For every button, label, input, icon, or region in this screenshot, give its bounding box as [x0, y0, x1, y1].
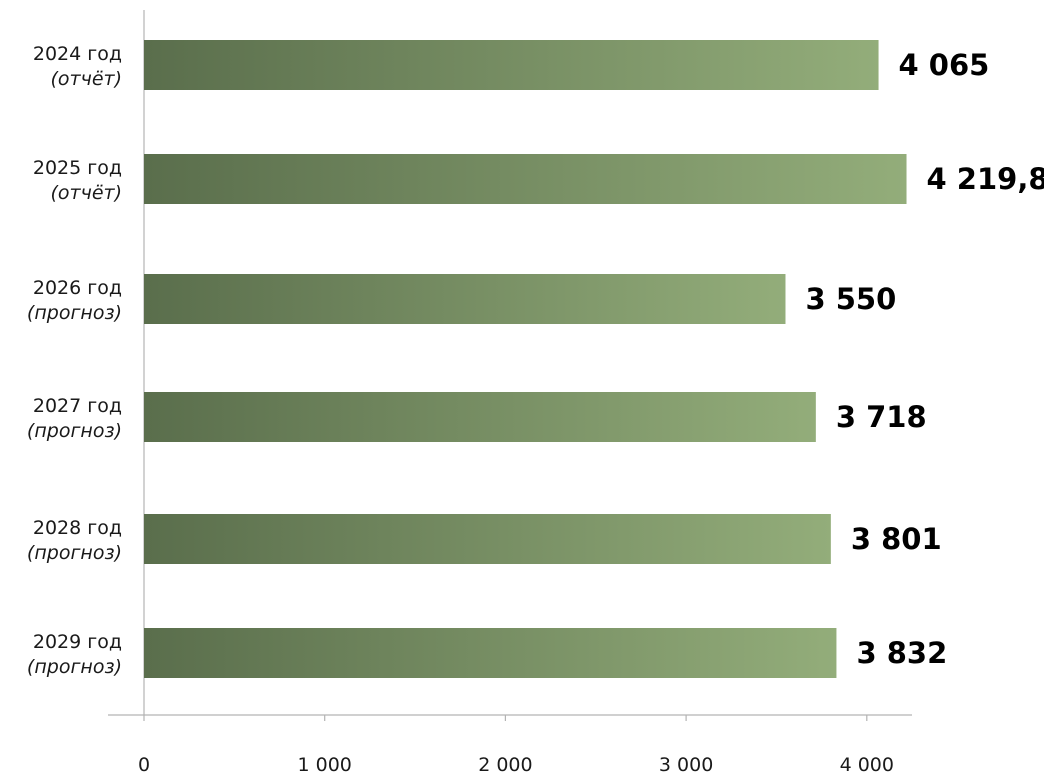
- bar-value-label: 4 219,8: [927, 162, 1044, 196]
- category-note-label: (прогноз): [27, 302, 122, 324]
- x-tick-label: 3 000: [659, 754, 713, 775]
- bar-value-label: 3 832: [856, 636, 947, 670]
- category-note-label: (прогноз): [27, 656, 122, 678]
- bar-value-label: 3 718: [836, 400, 927, 434]
- bar: [144, 40, 879, 90]
- bar-value-label: 3 550: [805, 282, 896, 316]
- category-note-label: (отчёт): [50, 68, 122, 90]
- x-tick-label: 1 000: [297, 754, 351, 775]
- bar: [144, 628, 837, 678]
- bar: [144, 274, 786, 324]
- x-tick-label: 2 000: [478, 754, 532, 775]
- bar-value-label: 4 065: [899, 48, 990, 82]
- category-year-label: 2028 год: [33, 517, 122, 539]
- bar: [144, 154, 907, 204]
- category-year-label: 2029 год: [33, 631, 122, 653]
- category-note-label: (прогноз): [27, 420, 122, 442]
- category-year-label: 2025 год: [33, 157, 122, 179]
- category-note-label: (прогноз): [27, 542, 122, 564]
- category-year-label: 2026 год: [33, 277, 122, 299]
- category-year-label: 2024 год: [33, 43, 122, 65]
- x-tick-label: 4 000: [840, 754, 894, 775]
- bar: [144, 514, 831, 564]
- bar: [144, 392, 816, 442]
- category-note-label: (отчёт): [50, 182, 122, 204]
- category-year-label: 2027 год: [33, 395, 122, 417]
- bar-value-label: 3 801: [851, 522, 942, 556]
- x-tick-label: 0: [138, 754, 150, 775]
